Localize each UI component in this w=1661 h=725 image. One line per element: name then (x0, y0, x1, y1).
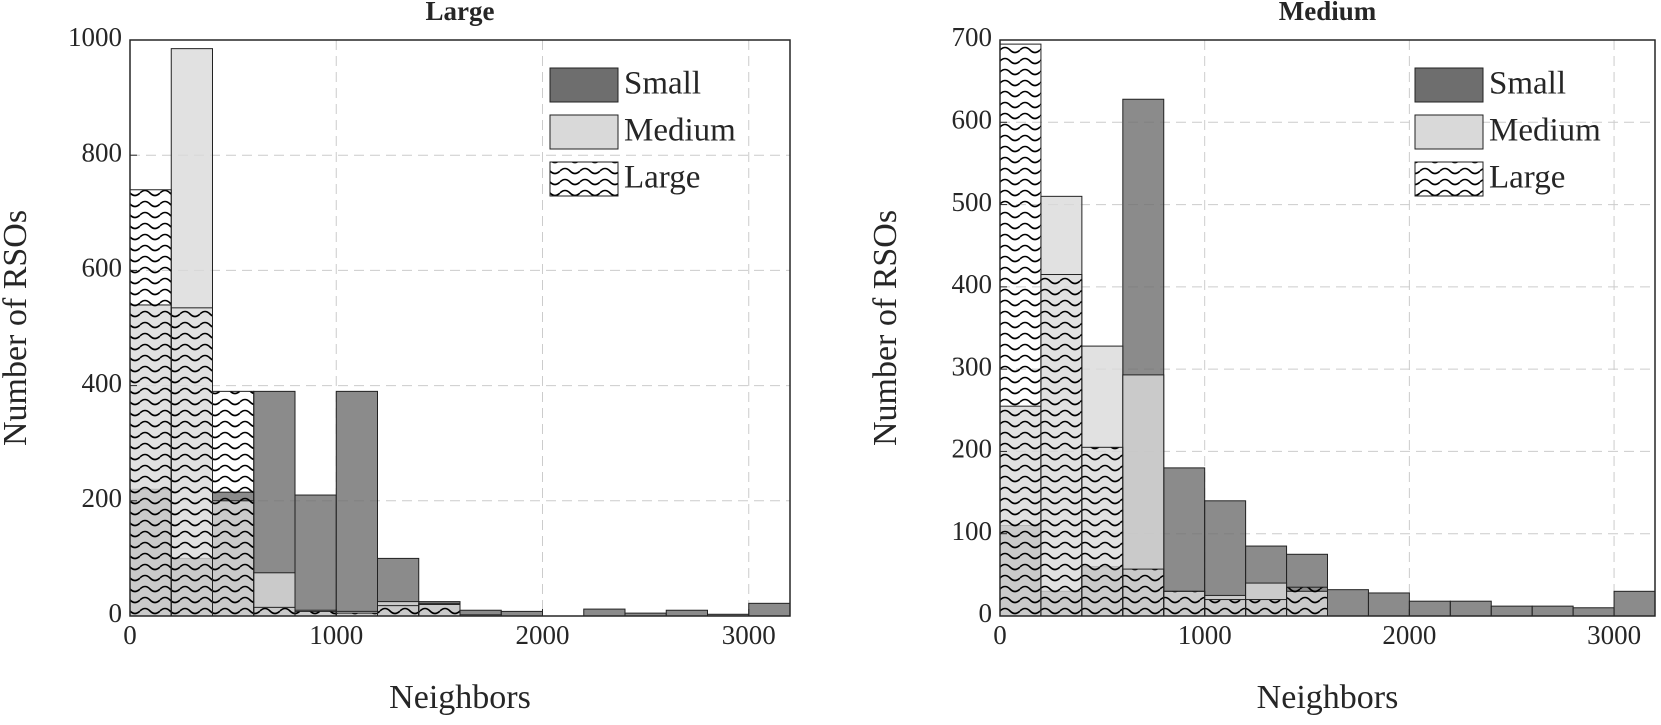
bar (335, 390, 378, 617)
y-tick-label: 600 (952, 104, 993, 134)
bar (665, 609, 708, 617)
y-axis-label: Number of RSOs (0, 210, 34, 446)
x-axis-label: Neighbors (1257, 679, 1399, 716)
x-tick-label: 0 (993, 620, 1007, 650)
x-tick-label: 0 (123, 620, 137, 650)
y-tick-label: 200 (82, 483, 123, 513)
bar (748, 602, 791, 617)
bar (377, 605, 420, 617)
y-tick-label: 400 (82, 368, 123, 398)
legend-label: Large (624, 160, 700, 196)
x-tick-label: 2000 (1382, 620, 1436, 650)
y-tick-label: 200 (952, 434, 993, 464)
bar (418, 602, 461, 617)
y-tick-label: 300 (952, 351, 993, 381)
x-axis-label: Neighbors (389, 679, 531, 716)
bar (1040, 274, 1083, 617)
bar (1490, 605, 1533, 617)
bar (212, 390, 255, 617)
axes-box (999, 39, 1656, 617)
bar (1081, 446, 1124, 617)
x-tick-label: 1000 (309, 620, 363, 650)
y-tick-label: 600 (82, 253, 123, 283)
bar (1408, 600, 1451, 617)
x-tick-label: 2000 (516, 620, 570, 650)
bar (1286, 586, 1328, 617)
chart-panel: 0 1000 2000 3000 0 100 200 300 400 500 600 700 Mediu… (867, 0, 1656, 716)
y-axis-label: Number of RSOs (867, 210, 904, 446)
bar (1531, 605, 1574, 617)
legend-label: Small (624, 66, 701, 102)
x-tick-label: 1000 (1178, 620, 1232, 650)
bar (1122, 568, 1165, 617)
legend-swatch (1414, 114, 1484, 150)
y-tick-label: 400 (952, 269, 993, 299)
y-tick-label: 700 (952, 22, 993, 52)
bar (1204, 599, 1247, 617)
chart-title: Medium (1279, 0, 1377, 26)
legend-swatch (549, 114, 619, 150)
bar (294, 494, 337, 617)
legend-swatch (1414, 161, 1484, 197)
bar (1613, 590, 1656, 617)
y-tick-label: 500 (952, 187, 993, 217)
legend-swatch (1414, 67, 1484, 103)
bar (253, 606, 296, 617)
bar (1367, 592, 1410, 617)
bar (1572, 607, 1615, 617)
legend-swatch (549, 161, 619, 197)
y-tick-label: 800 (82, 137, 123, 167)
y-tick-label: 100 (952, 516, 993, 546)
y-tick-label: 0 (109, 598, 123, 628)
x-tick-label: 3000 (722, 620, 776, 650)
bar (583, 608, 626, 617)
chart-title: Large (426, 0, 495, 26)
legend-swatch (549, 67, 619, 103)
x-tick-label: 3000 (1587, 620, 1641, 650)
bar (129, 189, 172, 617)
legend-label: Small (1489, 66, 1566, 102)
bar (1163, 590, 1206, 617)
chart-panel: 0 1000 2000 3000 0 200 400 600 800 1000 Large Neigh… (0, 0, 791, 716)
bar (999, 43, 1042, 617)
y-tick-label: 1000 (68, 22, 122, 52)
bar (1245, 599, 1288, 617)
bar (1327, 589, 1369, 617)
bar (1449, 600, 1492, 617)
legend-label: Medium (1489, 113, 1601, 149)
axes-box (129, 39, 791, 617)
y-tick-label: 0 (979, 598, 993, 628)
legend-label: Large (1489, 160, 1565, 196)
legend-label: Medium (624, 113, 736, 149)
bar (170, 307, 213, 617)
